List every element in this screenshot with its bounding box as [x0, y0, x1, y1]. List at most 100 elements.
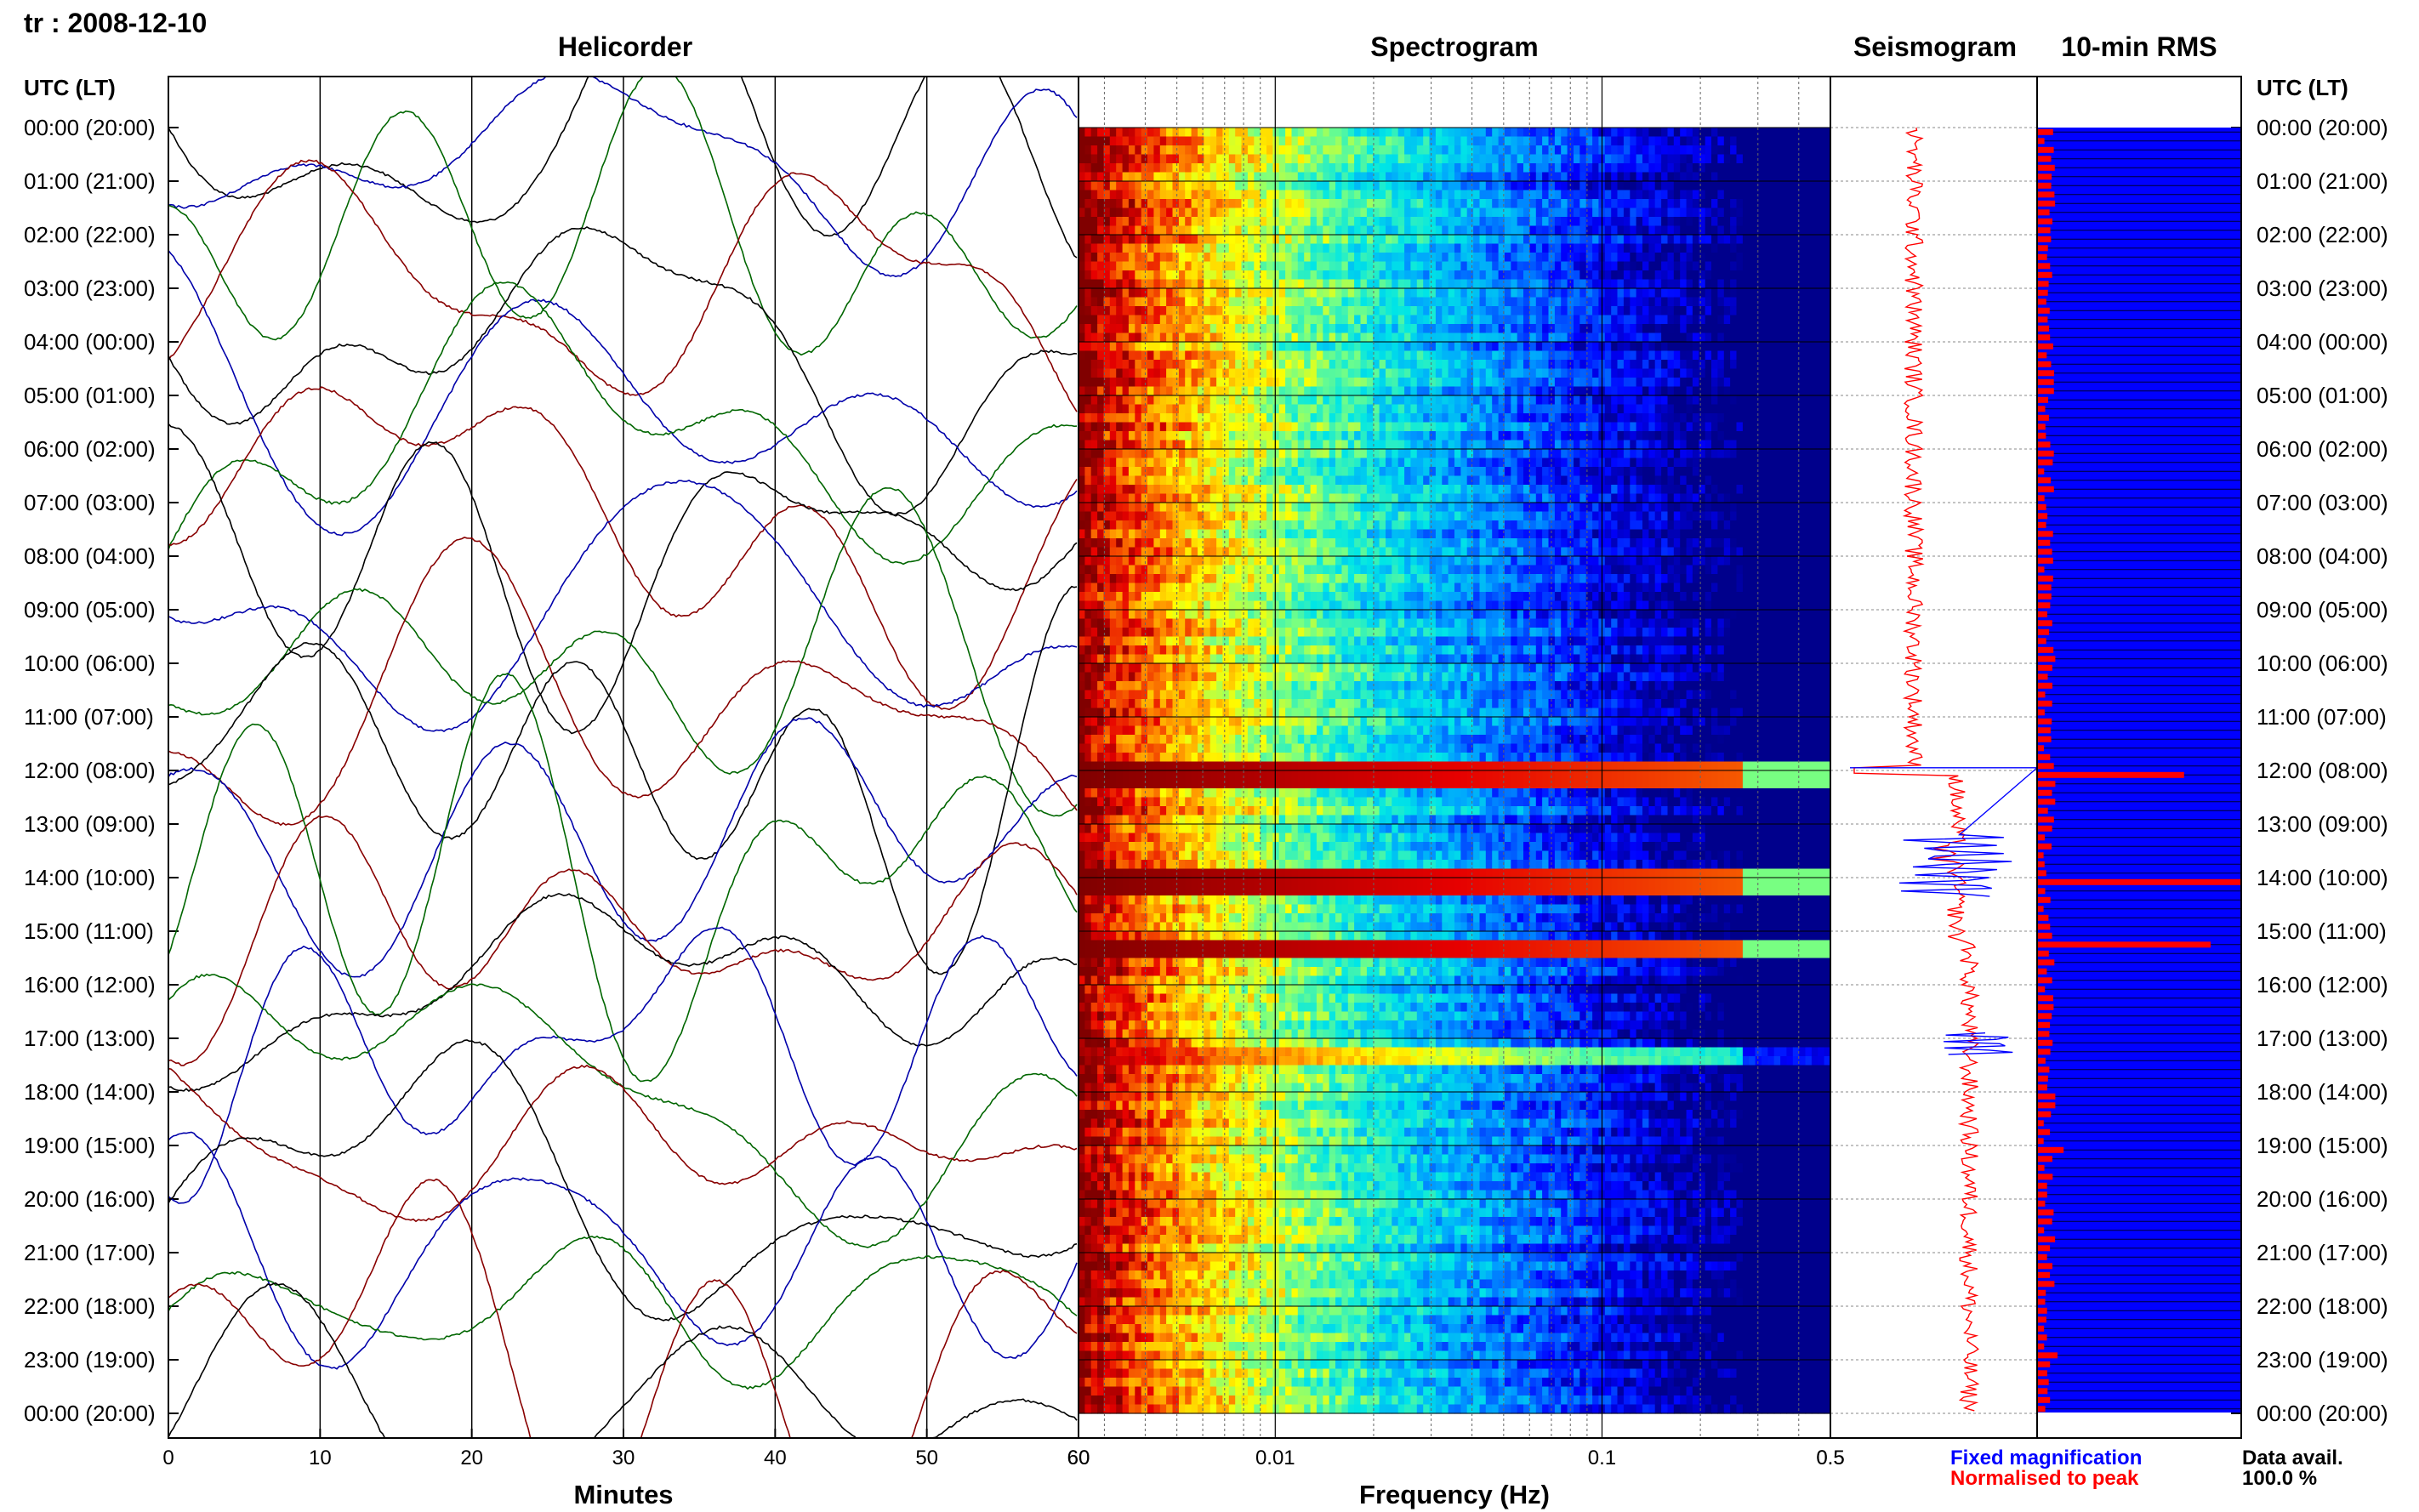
spectrogram-cell — [1329, 261, 1336, 271]
spectrogram-cell — [1341, 315, 1349, 325]
spectrogram-cell — [1542, 422, 1550, 432]
spectrogram-cell — [1529, 449, 1537, 459]
spectrogram-cell — [1799, 243, 1807, 253]
spectrogram-cell — [1335, 297, 1342, 307]
spectrogram-cell — [1723, 324, 1731, 334]
spectrogram-cell — [1147, 485, 1154, 495]
spectrogram-cell — [1786, 288, 1794, 298]
spectrogram-cell — [1755, 190, 1762, 200]
spectrogram-cell — [1116, 386, 1124, 396]
spectrogram-cell — [1548, 190, 1556, 200]
spectrogram-cell — [1642, 422, 1649, 432]
spectrogram-cell — [1511, 342, 1518, 352]
spectrogram-cell — [1454, 225, 1461, 236]
spectrogram-cell — [1460, 350, 1468, 361]
right-time-label: 03:00 (23:00) — [2257, 276, 2388, 301]
spectrogram-cell — [1316, 235, 1323, 245]
spectrogram-cell — [1379, 324, 1386, 334]
spectrogram-cell — [1585, 217, 1593, 227]
spectrogram-cell — [1392, 145, 1399, 156]
left-time-label: 22:00 (18:00) — [24, 1293, 156, 1319]
spectrogram-cell — [1654, 324, 1662, 334]
spectrogram-cell — [1630, 217, 1637, 227]
spectrogram-cell — [1799, 136, 1807, 146]
spectrogram-cell — [1285, 458, 1293, 468]
spectrogram-cell — [1592, 368, 1600, 378]
spectrogram-cell — [1323, 235, 1330, 245]
spectrogram-cell — [1109, 181, 1117, 191]
spectrogram-cell — [1392, 261, 1399, 271]
spectrogram-cell — [1198, 485, 1204, 495]
spectrogram-cell — [1517, 128, 1524, 138]
spectrogram-cell — [1373, 386, 1380, 396]
spectrogram-cell — [1824, 279, 1831, 289]
spectrogram-cell — [1654, 360, 1662, 370]
spectrogram-cell — [1542, 315, 1550, 325]
spectrogram-cell — [1755, 324, 1762, 334]
spectrogram-cell — [1535, 458, 1543, 468]
spectrogram-cell — [1535, 395, 1543, 406]
spectrogram-cell — [1680, 225, 1688, 236]
spectrogram-cell — [1548, 261, 1556, 271]
spectrogram-cell — [1661, 181, 1669, 191]
spectrogram-cell — [1711, 386, 1718, 396]
spectrogram-cell — [1485, 360, 1493, 370]
spectrogram-cell — [1686, 368, 1693, 378]
spectrogram-cell — [1805, 413, 1813, 423]
spectrogram-cell — [1435, 475, 1443, 486]
spectrogram-cell — [1172, 333, 1180, 343]
spectrogram-cell — [1692, 413, 1699, 423]
spectrogram-cell — [1711, 449, 1718, 459]
spectrogram-cell — [1128, 128, 1136, 138]
spectrogram-cell — [1749, 404, 1756, 414]
spectrogram-cell — [1824, 306, 1831, 316]
spectrogram-cell — [1272, 190, 1280, 200]
spectrogram-cell — [1429, 360, 1437, 370]
spectrogram-cell — [1604, 458, 1612, 468]
spectrogram-cell — [1755, 270, 1762, 281]
spectrogram-cell — [1742, 404, 1750, 414]
spectrogram-cell — [1579, 475, 1587, 486]
spectrogram-cell — [1429, 324, 1437, 334]
spectrogram-cell — [1109, 333, 1117, 343]
spectrogram-cell — [1285, 475, 1293, 486]
spectrogram-cell — [1642, 342, 1649, 352]
spectrogram-cell — [1084, 350, 1092, 361]
spectrogram-cell — [1329, 324, 1336, 334]
spectrogram-cell — [1673, 395, 1681, 406]
spectrogram-cell — [1122, 360, 1130, 370]
spectrogram-cell — [1636, 225, 1643, 236]
spectrogram-cell — [1529, 306, 1537, 316]
spectrogram-cell — [1079, 413, 1085, 423]
spectrogram-cell — [1705, 145, 1712, 156]
spectrogram-cell — [1786, 297, 1794, 307]
spectrogram-cell — [1773, 235, 1781, 245]
spectrogram-cell — [1285, 190, 1293, 200]
spectrogram-cell — [1166, 217, 1174, 227]
spectrogram-cell — [1548, 333, 1556, 343]
spectrogram-cell — [1585, 199, 1593, 209]
spectrogram-cell — [1642, 190, 1649, 200]
spectrogram-cell — [1799, 225, 1807, 236]
spectrogram-cell — [1561, 181, 1568, 191]
spectrogram-cell — [1661, 431, 1669, 441]
spectrogram-cell — [1561, 261, 1568, 271]
spectrogram-cell — [1686, 279, 1693, 289]
spectrogram-cell — [1479, 350, 1487, 361]
spectrogram-cell — [1347, 360, 1355, 370]
spectrogram-cell — [1548, 350, 1556, 361]
spectrogram-cell — [1116, 261, 1124, 271]
spectrogram-cell — [1341, 368, 1349, 378]
spectrogram-cell — [1435, 395, 1443, 406]
spectrogram-cell — [1717, 297, 1725, 307]
spectrogram-cell — [1742, 235, 1750, 245]
spectrogram-cell — [1404, 181, 1412, 191]
spectrogram-cell — [1642, 449, 1649, 459]
spectrogram-cell — [1241, 440, 1249, 450]
spectrogram-cell — [1235, 306, 1243, 316]
spectrogram-cell — [1755, 342, 1762, 352]
spectrogram-cell — [1147, 235, 1154, 245]
spectrogram-cell — [1079, 270, 1085, 281]
spectrogram-cell — [1254, 422, 1261, 432]
spectrogram-cell — [1749, 270, 1756, 281]
